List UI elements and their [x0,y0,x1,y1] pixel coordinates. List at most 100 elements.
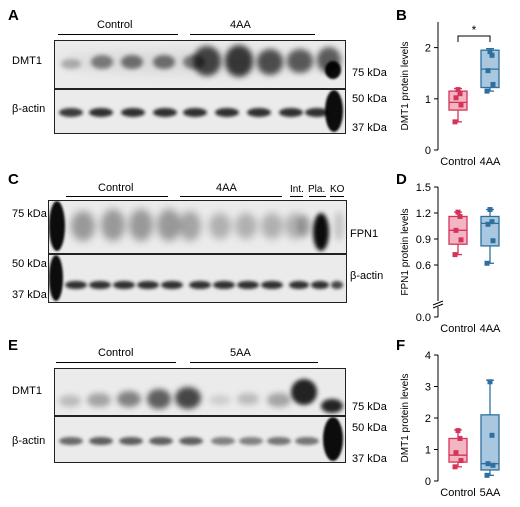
axis-break-mark [432,303,444,309]
data-point [452,119,458,125]
band [247,108,271,117]
y-tick-label: 2 [425,413,431,425]
data-point [489,52,495,58]
band [287,49,313,73]
band [289,281,309,289]
band [59,108,83,117]
data-point [484,88,490,94]
band [323,417,343,461]
band [215,108,239,117]
band [261,213,283,239]
row-label-dmt1: DMT1 [12,55,42,67]
band [129,209,153,241]
box [480,414,500,471]
panel-letter-c: C [8,171,19,188]
band [189,281,211,289]
data-point [490,462,496,468]
data-point [458,102,464,108]
band [49,201,65,251]
band [117,391,141,407]
band [71,211,95,241]
significance-bracket [457,35,491,42]
data-point [487,207,493,213]
marker-75kda: 75 kDa [352,401,387,413]
band [153,55,175,69]
band [257,49,283,75]
y-tick-label: 0 [425,476,431,488]
band [119,437,143,445]
band [137,281,159,289]
panel-letter-a: A [8,7,19,24]
data-point [455,209,461,215]
band [59,395,81,407]
box-plot-fpn1-4aa: 0.0 0.6 0.9 1.2 1.5 FPN1 protein levels Contro… [400,182,501,335]
data-point [452,252,458,258]
western-blot-fpn1 [48,200,347,254]
data-point [458,237,464,243]
band [91,55,113,69]
band [297,215,311,237]
row-label-fpn1: FPN1 [350,228,379,240]
band [225,45,253,77]
group-label-control: Control [97,19,133,31]
marker-37kda: 37 kDa [352,453,387,465]
y-tick-label: 2 [425,43,431,55]
lane-label-int: Int. [290,184,304,195]
data-point [485,221,491,227]
data-point [452,464,458,470]
group-label-4aa: 4AA [216,182,237,194]
band [65,281,87,289]
band [313,213,329,251]
band [149,437,173,445]
x-tick-label: 4AA [480,156,501,168]
x-tick-label: Control [440,156,475,168]
data-point [453,450,459,456]
band [325,90,343,132]
band [175,387,201,409]
y-tick-label: 0.9 [416,234,431,246]
row-label-beta-actin: β-actin [12,435,46,447]
band [89,437,113,445]
data-point [453,95,459,101]
group-line-control [58,34,178,35]
x-tick-label: 4AA [480,323,501,335]
axis-break-mark [432,300,444,306]
band [59,437,83,445]
band [121,55,143,69]
band [321,399,343,413]
band [237,281,259,289]
panel-letter-f: F [396,337,406,354]
y-tick-label: 0.6 [416,260,431,272]
band [291,379,317,405]
group-line-4aa [180,196,282,197]
data-point [455,428,461,434]
y-tick-label: 0 [425,145,431,157]
data-point [485,68,491,74]
band [325,61,341,79]
band [147,389,171,409]
band [267,437,291,445]
band [279,108,303,117]
marker-37kda: 37 kDa [352,122,387,134]
y-tick-label: 1.2 [416,208,431,220]
band [331,281,343,289]
axis-break-gap [433,301,443,307]
data-point [457,435,463,441]
band [237,393,259,405]
group-line-control [66,196,168,197]
band [113,281,135,289]
lane-line-pla [309,196,326,197]
panel-letter-b: B [396,7,407,24]
significance-marker: * [472,23,477,37]
band [213,281,235,289]
western-blot-beta-actin [54,89,346,134]
box-plot-dmt1-5aa: 0 1 2 3 4 DMT1 protein levels Control 5AA [400,350,501,499]
group-label-control: Control [98,347,134,359]
group-line-5aa [190,362,318,363]
data-point [487,49,493,55]
marker-50kda: 50 kDa [352,422,387,434]
y-tick-label: 3 [425,382,431,394]
band [87,393,111,407]
marker-50kda: 50 kDa [352,93,387,105]
band [101,209,125,241]
